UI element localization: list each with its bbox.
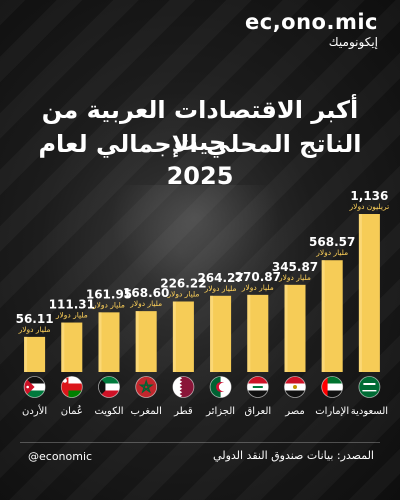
iraq-flag-icon	[246, 376, 269, 398]
bar-3	[135, 311, 157, 372]
morocco-flag-icon	[135, 376, 158, 398]
bar-highlight-2	[98, 312, 102, 372]
value-label-6: 270.87	[235, 270, 281, 284]
bar-7	[284, 284, 306, 372]
value-label-2: 161.95	[86, 287, 132, 301]
qatar-flag-icon	[172, 376, 195, 398]
bar-8	[321, 260, 343, 372]
unit-label-8: مليار دولار	[315, 248, 348, 257]
bar-highlight-8	[321, 260, 325, 372]
social-handle: @economic	[28, 450, 93, 463]
value-label-8: 568.57	[309, 235, 355, 249]
bar-0	[24, 336, 46, 372]
bar-highlight-6	[247, 294, 251, 372]
bar-highlight-5	[210, 295, 214, 372]
value-label-3: 168.60	[123, 286, 169, 300]
category-label-2: الكويت	[94, 406, 123, 417]
jordan-flag-icon	[23, 376, 46, 398]
category-label-6: العراق	[244, 406, 271, 417]
category-label-8: الإمارات	[315, 406, 349, 417]
brand-name: ec,ono.mic	[245, 10, 378, 34]
bar-6	[247, 294, 269, 372]
chart-title-line-1: أكبر الاقتصادات العربية من حيث	[41, 96, 359, 156]
category-label-7: مصر	[284, 406, 305, 417]
unit-label-7: مليار دولار	[278, 273, 311, 282]
unit-label-0: مليار دولار	[18, 325, 51, 334]
data-source: المصدر: بيانات صندوق النقد الدولي	[213, 449, 374, 462]
unit-label-2: مليار دولار	[92, 300, 125, 309]
value-label-9: 1,136	[350, 189, 388, 203]
bar-highlight-3	[135, 311, 139, 372]
bar-highlight-4	[172, 301, 176, 372]
unit-label-3: مليار دولار	[129, 299, 162, 308]
value-label-4: 226.22	[160, 276, 206, 290]
brand-subtitle: إيكونوميك	[328, 35, 378, 49]
bar-4	[172, 301, 194, 372]
category-label-0: الأردن	[22, 404, 47, 417]
footer-divider	[20, 442, 380, 443]
bar-2	[98, 312, 120, 372]
category-label-3: المغرب	[131, 406, 162, 417]
category-label-4: قطر	[173, 406, 193, 417]
unit-label-4: مليار دولار	[166, 289, 199, 298]
uae-flag-icon	[321, 376, 344, 398]
bar-5	[210, 295, 232, 372]
unit-label-9: تريليون دولار	[349, 202, 390, 211]
chart-title-line-2: الناتج المحلي الإجمالي لعام 2025	[38, 130, 362, 190]
unit-label-1: مليار دولار	[55, 311, 88, 320]
unit-label-6: مليار دولار	[241, 283, 274, 292]
category-label-9: السعودية	[351, 406, 388, 417]
bar-highlight-1	[61, 322, 65, 372]
bar-1	[61, 322, 83, 372]
bar-highlight-9	[358, 214, 362, 372]
kuwait-flag-icon	[98, 376, 120, 398]
egypt-flag-icon	[284, 376, 306, 398]
bar-highlight-0	[24, 336, 28, 372]
unit-label-5: مليار دولار	[204, 284, 237, 293]
value-label-5: 264.27	[197, 271, 243, 285]
algeria-flag-icon	[209, 376, 232, 398]
footer: @economic المصدر: بيانات صندوق النقد الد…	[0, 442, 400, 500]
category-label-1: عُمان	[61, 405, 83, 417]
value-label-1: 111.31	[49, 298, 95, 312]
bar-9	[358, 214, 380, 372]
oman-flag-icon	[60, 376, 83, 398]
value-label-7: 345.87	[272, 260, 318, 274]
bar-highlight-7	[284, 284, 288, 372]
brand-logo: ec,ono.mic إيكونوميك	[245, 10, 378, 49]
saudi-flag-icon	[358, 376, 381, 398]
category-label-5: الجزائر	[205, 406, 235, 417]
background-coins	[110, 185, 280, 295]
value-label-0: 56.11	[16, 312, 54, 326]
